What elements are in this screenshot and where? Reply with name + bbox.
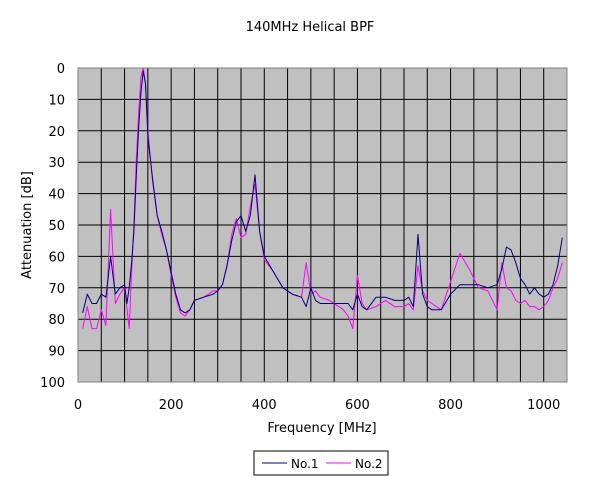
legend: No.1 No.2 xyxy=(253,450,389,476)
y-tick-label: 40 xyxy=(48,188,65,203)
x-axis-tick-labels: 0 200 400 600 800 1000 xyxy=(74,398,560,413)
legend-label-no2: No.2 xyxy=(355,457,383,471)
series-layer xyxy=(82,67,563,330)
x-tick-label: 1000 xyxy=(527,398,560,413)
chart-title: 140MHz Helical BPF xyxy=(246,20,375,35)
x-tick-label: 600 xyxy=(345,398,370,413)
x-tick-label: 0 xyxy=(74,398,82,413)
y-tick-label: 80 xyxy=(48,313,65,328)
series-line-no1 xyxy=(82,70,563,314)
y-tick-label: 20 xyxy=(48,125,65,140)
x-tick-label: 200 xyxy=(159,398,184,413)
y-tick-label: 60 xyxy=(48,250,65,265)
y-axis-tick-labels: 0 10 20 30 40 50 60 70 80 90 100 xyxy=(40,62,65,391)
y-tick-label: 30 xyxy=(48,156,65,171)
x-tick-label: 800 xyxy=(438,398,463,413)
y-tick-label: 90 xyxy=(48,345,65,360)
plot-frame xyxy=(77,67,568,383)
x-tick-label: 400 xyxy=(252,398,277,413)
y-tick-label: 50 xyxy=(48,219,65,234)
legend-label-no1: No.1 xyxy=(291,457,319,471)
y-tick-label: 100 xyxy=(40,376,65,391)
y-tick-label: 10 xyxy=(48,93,65,108)
legend-box xyxy=(253,450,389,476)
y-tick-label: 0 xyxy=(57,62,65,77)
y-axis-label: Attenuation [dB] xyxy=(20,171,35,279)
y-tick-label: 70 xyxy=(48,282,65,297)
x-axis-label: Frequency [MHz] xyxy=(267,421,376,436)
